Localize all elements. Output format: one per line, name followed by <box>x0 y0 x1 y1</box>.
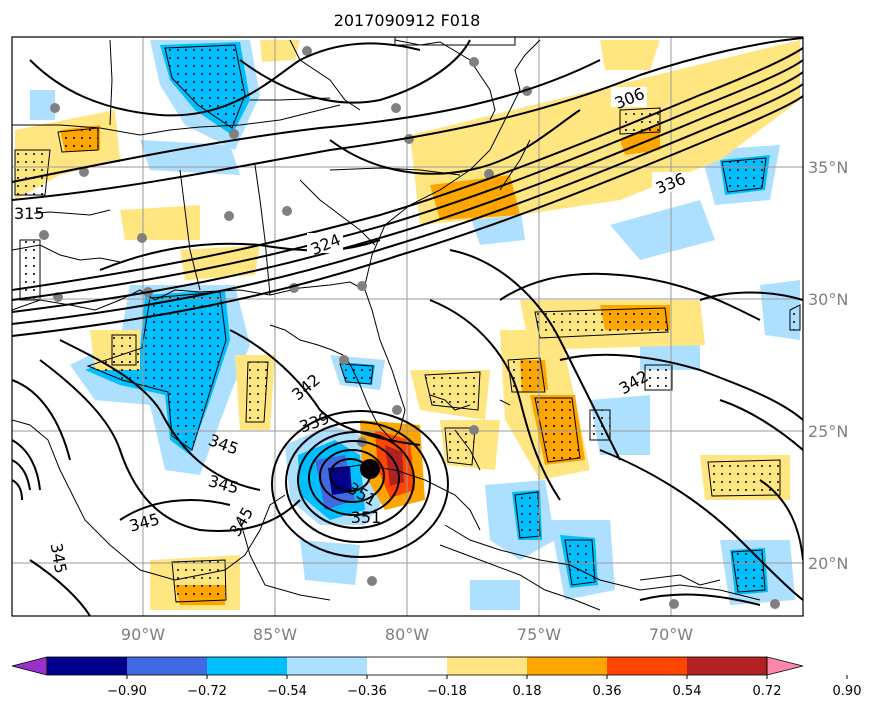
colorbar-tick-label: 0.36 <box>593 684 622 699</box>
lon-tick-label: 70°W <box>649 625 693 644</box>
colorbar-segment <box>47 657 128 675</box>
contour-label: 351 <box>351 508 382 527</box>
colorbar-segment <box>287 657 368 675</box>
colorbar-segment <box>127 657 208 675</box>
colorbar-tick-label: 0.90 <box>833 684 862 699</box>
colorbar-segment <box>447 657 528 675</box>
colorbar-tick-label: −0.72 <box>187 684 227 699</box>
lon-tick-label: 90°W <box>121 625 165 644</box>
colorbar-segment <box>607 657 688 675</box>
shaded-field <box>14 40 801 610</box>
longitude-axis: 90°W 85°W 80°W 75°W 70°W <box>121 625 693 644</box>
colorbar-extend-min <box>11 656 48 676</box>
map-panel: 306 336 324 342 339 345 345 345 345 351 … <box>12 37 803 616</box>
colorbar-extend-max <box>766 656 804 676</box>
contour-lines <box>12 37 803 616</box>
colorbar-ticks: −0.90 −0.72 −0.54 −0.36 −0.18 0.18 0.36 0.54 0.7… <box>107 675 861 699</box>
latitude-axis: 35°N 30°N 25°N 20°N <box>808 158 848 573</box>
coastline <box>12 37 761 611</box>
colorbar-tick-label: 0.72 <box>753 684 782 699</box>
lat-tick-label: 20°N <box>808 554 848 573</box>
lon-tick-label: 75°W <box>517 625 561 644</box>
lat-tick-label: 35°N <box>808 158 848 177</box>
lon-tick-label: 80°W <box>385 625 429 644</box>
colorbar-tick-label: −0.54 <box>267 684 307 699</box>
colorbar-tick-label: −0.90 <box>107 684 147 699</box>
colorbar-tick-label: 0.18 <box>513 684 542 699</box>
colorbar-segment <box>527 657 608 675</box>
storm-center-marker <box>360 459 380 479</box>
lat-tick-label: 25°N <box>808 422 848 441</box>
colorbar-tick-label: −0.18 <box>427 684 467 699</box>
contour-label: 315 <box>14 204 45 223</box>
figure-title: 2017090912 F018 <box>334 11 481 30</box>
colorbar-tick-label: −0.36 <box>347 684 387 699</box>
colorbar-segment <box>367 657 448 675</box>
station-markers <box>39 46 780 609</box>
lat-tick-label: 30°N <box>808 290 848 309</box>
map-frame <box>11 36 804 617</box>
colorbar-segment <box>207 657 288 675</box>
colorbar-frame <box>46 656 768 676</box>
colorbar <box>11 656 804 676</box>
lon-tick-label: 85°W <box>253 625 297 644</box>
colorbar-tick-label: 0.54 <box>673 684 702 699</box>
colorbar-segment <box>687 657 768 675</box>
